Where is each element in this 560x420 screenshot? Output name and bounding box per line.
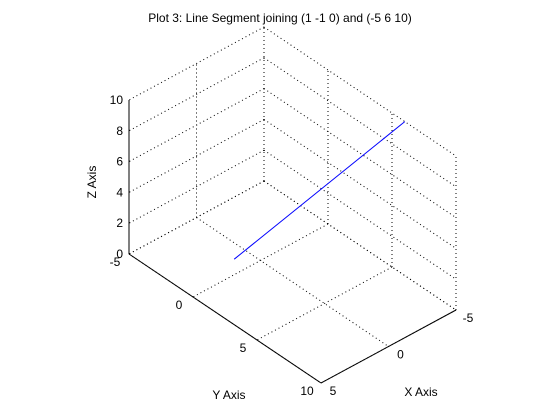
- y-tick-label: 10: [300, 384, 314, 398]
- z-tick-label: 4: [116, 185, 123, 199]
- z-tick-label: 0: [116, 247, 123, 261]
- grid-line: [196, 217, 389, 347]
- grid-line: [128, 149, 265, 224]
- grid-line: [256, 266, 393, 341]
- y-tick-label: -5: [110, 255, 121, 269]
- y-axis-line: [128, 253, 322, 384]
- grid-line: [263, 118, 457, 249]
- chart-title: Plot 3: Line Segment joining (1 -1 0) an…: [148, 11, 411, 25]
- grid-line: [192, 223, 329, 298]
- grid-line: [128, 180, 265, 255]
- axis-lines: [128, 100, 457, 384]
- z-tick-label: 10: [110, 93, 124, 107]
- grid-line: [128, 88, 265, 163]
- z-axis-label: Z Axis: [85, 166, 99, 199]
- x-tick-label: 5: [330, 384, 337, 398]
- grid-line: [263, 26, 457, 157]
- grid-line: [263, 88, 457, 219]
- grid-line: [128, 118, 265, 193]
- z-tick-label: 6: [116, 155, 123, 169]
- grid-line: [263, 149, 457, 280]
- series-line-segment: [233, 121, 406, 260]
- x-tick-label: -5: [463, 311, 474, 325]
- z-tick-label: 2: [116, 216, 123, 230]
- grid-line: [263, 180, 457, 311]
- grid-lines: [128, 26, 457, 384]
- x-axis-label: X Axis: [404, 385, 437, 399]
- grid-line: [128, 26, 265, 101]
- grid-line: [128, 57, 265, 132]
- x-tick-label: 0: [397, 348, 404, 362]
- y-tick-label: 0: [176, 298, 183, 312]
- x-axis-line: [320, 309, 457, 384]
- y-axis-label: Y Axis: [212, 388, 245, 402]
- y-tick-label: 5: [240, 341, 247, 355]
- series-layer: [233, 121, 406, 260]
- z-tick-label: 8: [116, 124, 123, 138]
- grid-line: [263, 57, 457, 188]
